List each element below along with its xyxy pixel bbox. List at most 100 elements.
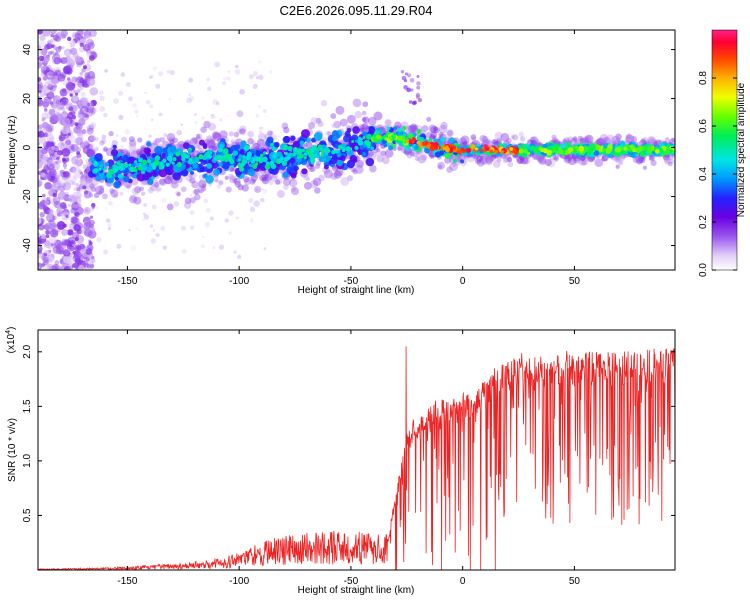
spectrogram-point — [133, 196, 142, 205]
spectrogram-point — [485, 158, 493, 166]
spectrogram-point — [627, 147, 631, 152]
spectrogram-point — [44, 88, 50, 94]
spectrogram-point — [650, 148, 655, 152]
spectrogram-point — [166, 132, 176, 142]
spectrogram-point — [486, 140, 493, 147]
spectrogram-point — [342, 149, 346, 153]
spectrogram-point — [365, 140, 372, 147]
spectrogram-point — [569, 155, 574, 160]
spectrogram-point — [138, 158, 143, 163]
spectrogram-point — [100, 175, 104, 179]
y-tick-label: 2.0 — [22, 344, 33, 358]
spectrogram-point — [78, 169, 82, 173]
spectrogram-point — [450, 148, 454, 152]
snr-panel: -150 -100 -50 0 50 0.5 1.0 1.5 2.0 Height of st… — [5, 327, 676, 596]
spectrogram-point — [212, 246, 216, 250]
spectrogram-point — [567, 136, 574, 143]
spectrogram-point — [212, 131, 220, 139]
spectrogram-point — [330, 172, 338, 180]
spectrogram-point — [323, 164, 329, 170]
spectrogram-point — [172, 171, 181, 181]
spectrogram-point — [46, 213, 56, 223]
spectrogram-point — [104, 162, 110, 167]
spectrogram-point — [164, 164, 171, 172]
spectrogram-point — [229, 167, 235, 172]
spectrogram-point — [595, 144, 601, 151]
x-tick-label: -150 — [117, 276, 137, 287]
spectrogram-point — [47, 244, 53, 250]
spectrogram-point — [373, 111, 383, 121]
spectrogram-point — [74, 79, 81, 86]
spectrogram-point — [437, 161, 446, 170]
spectrogram-point — [49, 265, 56, 270]
spectrogram-point — [181, 156, 186, 162]
spectrogram-point — [60, 30, 69, 37]
spectrogram-point — [202, 235, 205, 238]
spectrogram-point — [95, 175, 102, 182]
spectrogram-point — [38, 48, 43, 56]
spectrogram-point — [211, 145, 217, 152]
spectrogram-point — [416, 128, 422, 134]
spectrogram-point — [56, 207, 64, 215]
spectrogram-point — [169, 145, 177, 153]
spectrogram-point — [400, 70, 405, 74]
spectrogram-point — [68, 106, 74, 112]
spectrogram-point — [255, 188, 259, 192]
spectrogram-point — [54, 151, 58, 156]
colorbar-tick-label: 0.8 — [698, 71, 709, 85]
spectrogram-point — [38, 40, 46, 48]
spectrogram-point — [340, 176, 350, 186]
spectrogram-point — [183, 201, 192, 209]
spectrogram-point — [312, 177, 322, 187]
y-tick-label: 20 — [22, 93, 33, 105]
spectrogram-point — [549, 145, 555, 151]
spectrogram-point — [317, 144, 323, 149]
spectrogram-point — [49, 101, 54, 105]
spectrogram-point — [438, 132, 444, 138]
spectrogram-point — [635, 147, 642, 154]
spectrogram-point — [476, 158, 485, 167]
spectrogram-point — [59, 137, 64, 142]
spectrogram-point — [446, 129, 454, 137]
spectrogram-point — [175, 151, 181, 157]
spectrogram-point — [509, 147, 514, 151]
spectrogram-point — [39, 212, 45, 218]
spectrogram-point — [150, 118, 154, 122]
spectrogram-point — [256, 138, 265, 147]
spectrogram-point — [66, 64, 74, 72]
spectrogram-point — [530, 136, 539, 145]
spectrogram-point — [42, 123, 52, 133]
spectrogram-point — [152, 140, 158, 146]
spectrogram-point — [255, 76, 259, 80]
spectrogram-point — [68, 60, 75, 67]
spectrogram-point — [220, 159, 230, 169]
spectrogram-point — [61, 228, 69, 236]
x-tick-label: 0 — [460, 576, 466, 587]
spectrogram-point — [484, 153, 494, 163]
spectrogram-point — [388, 145, 394, 151]
spectrogram-point — [88, 55, 95, 61]
spectrogram-point — [207, 139, 216, 149]
spectrogram-point — [307, 142, 313, 147]
spectrogram-point — [38, 61, 43, 69]
spectrogram-point — [361, 152, 367, 157]
spectrogram-point — [103, 249, 108, 255]
spectrogram-point — [87, 266, 92, 270]
snr-multiplier: (x104) — [5, 327, 17, 354]
spectrogram-point — [667, 161, 673, 167]
spectrogram-point — [42, 206, 48, 211]
spectrogram-point — [598, 138, 606, 146]
spectrogram-point — [41, 30, 51, 37]
spectrogram-point — [51, 30, 57, 34]
spectrogram-point — [361, 117, 367, 122]
spectrogram-point — [189, 194, 193, 197]
spectrogram-point — [320, 99, 328, 107]
spectrogram-point — [40, 48, 48, 56]
spectrogram-point — [56, 95, 61, 100]
spectrogram-point — [507, 161, 514, 168]
spectrogram-point — [329, 160, 334, 165]
spectrogram-point — [208, 154, 212, 159]
spectrogram-point — [189, 170, 195, 175]
spectrogram-point — [142, 212, 146, 216]
spectrogram-point — [239, 125, 247, 134]
